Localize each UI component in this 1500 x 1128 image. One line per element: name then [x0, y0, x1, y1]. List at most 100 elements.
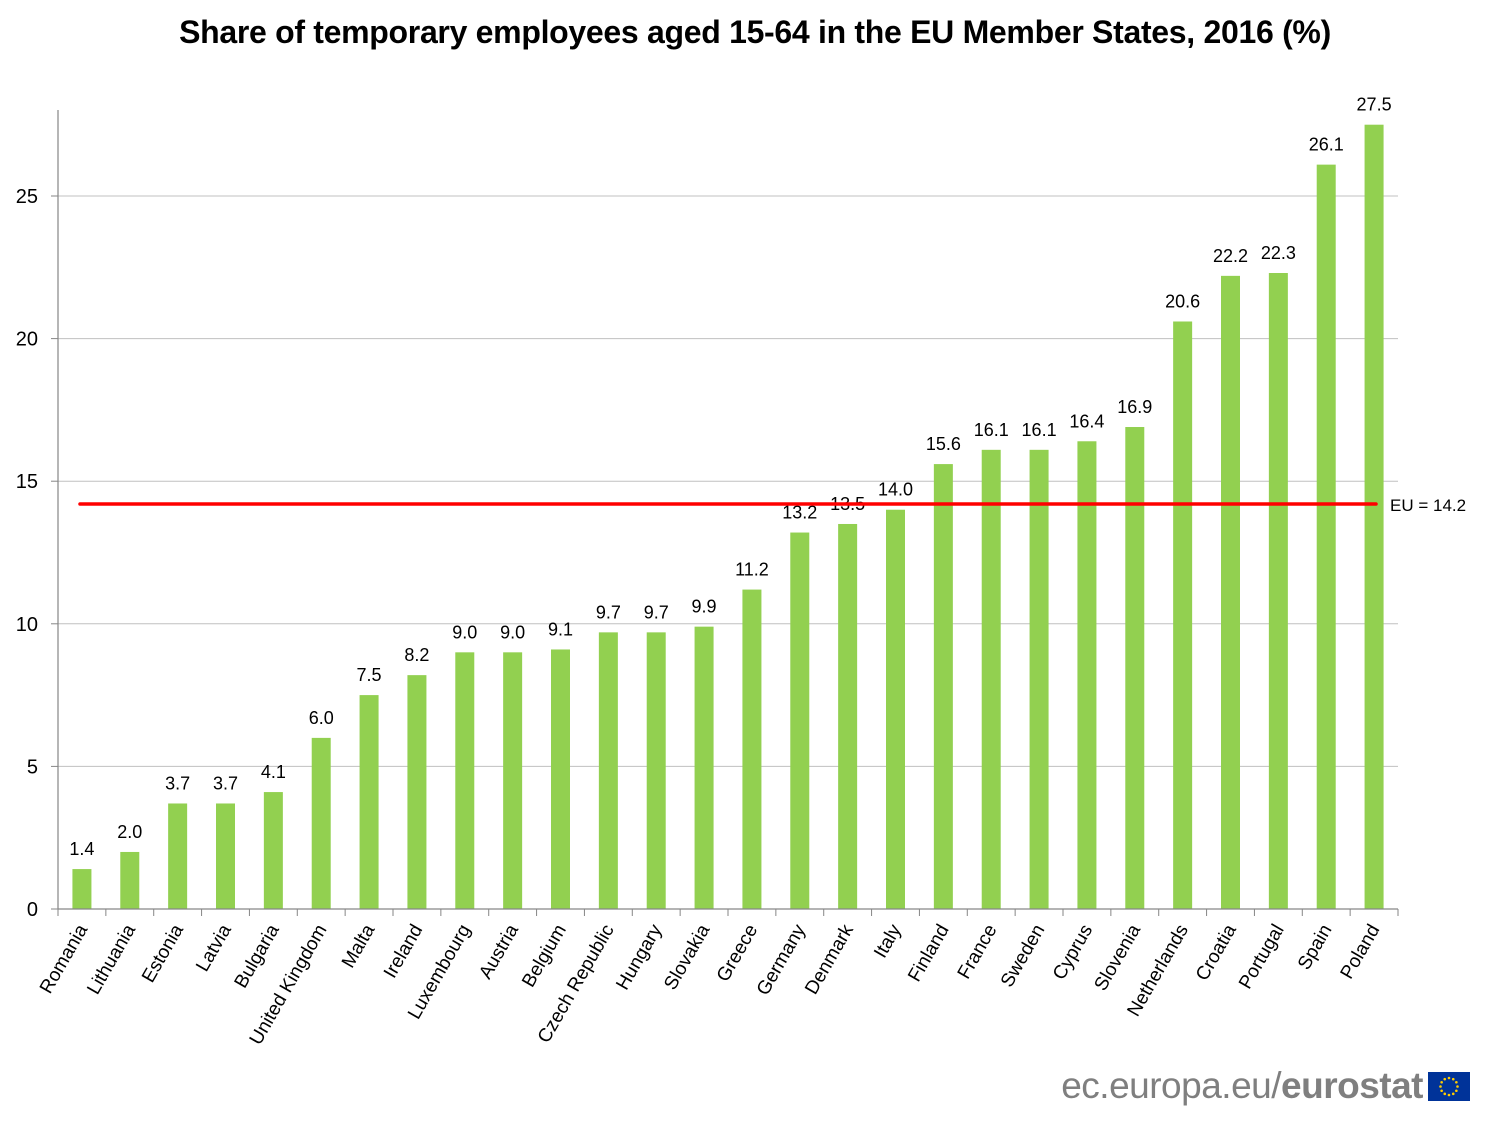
- category-label: Austria: [475, 921, 523, 983]
- category-label: Poland: [1337, 921, 1385, 983]
- category-label: Denmark: [801, 921, 858, 999]
- data-label: 1.4: [69, 839, 94, 859]
- bar-united-kingdom: [311, 737, 331, 909]
- category-label: Sweden: [997, 921, 1050, 991]
- flag-star: [1440, 1088, 1443, 1092]
- bar-germany: [790, 532, 810, 909]
- source-prefix: ec.europa.eu/: [1061, 1065, 1282, 1106]
- bar-cyprus: [1077, 441, 1097, 909]
- data-label: 11.2: [735, 560, 769, 580]
- flag-star: [1440, 1080, 1443, 1084]
- flag-star: [1447, 1076, 1451, 1079]
- data-label: 13.2: [782, 503, 817, 523]
- bar-estonia: [168, 803, 188, 909]
- category-label: Slovenia: [1090, 921, 1145, 995]
- flag-star: [1456, 1084, 1459, 1088]
- category-label: Slovakia: [660, 921, 714, 994]
- category-label: Greece: [713, 921, 762, 985]
- data-label: 9.9: [692, 597, 717, 617]
- y-tick-label: 20: [16, 329, 38, 351]
- bar-italy: [886, 509, 905, 909]
- flag-star: [1455, 1080, 1458, 1084]
- data-label: 16.9: [1117, 397, 1152, 417]
- source-text: ec.europa.eu/eurostat: [1061, 1065, 1423, 1107]
- category-label: Portugal: [1235, 921, 1289, 993]
- eu-average-label: EU = 14.2: [1390, 496, 1466, 515]
- eu-flag-background: [1428, 1071, 1470, 1101]
- data-label: 15.6: [926, 434, 961, 454]
- data-label: 16.4: [1069, 411, 1104, 431]
- flag-star: [1443, 1092, 1447, 1095]
- y-tick-label: 0: [27, 899, 38, 921]
- bar-portugal: [1268, 273, 1288, 909]
- data-label: 9.0: [500, 622, 525, 642]
- data-label: 16.1: [974, 420, 1009, 440]
- data-label: 7.5: [357, 665, 382, 685]
- category-label: Bulgaria: [231, 921, 284, 992]
- data-label: 8.2: [404, 645, 429, 665]
- category-label: Cyprus: [1049, 921, 1097, 984]
- flag-star: [1447, 1093, 1451, 1096]
- bar-finland: [933, 464, 953, 909]
- bar-romania: [72, 869, 92, 909]
- bar-ireland: [407, 675, 427, 909]
- category-label: Lithuania: [83, 921, 140, 999]
- eu-flag-stars: [1439, 1076, 1459, 1096]
- data-label: 3.7: [213, 773, 238, 793]
- data-label: 20.6: [1165, 291, 1200, 311]
- bar-czech-republic: [598, 632, 618, 909]
- category-label: Ireland: [380, 921, 427, 982]
- data-label: 26.1: [1309, 135, 1344, 155]
- bar-bulgaria: [263, 792, 283, 909]
- bar-denmark: [838, 523, 858, 909]
- bar-poland: [1364, 124, 1384, 909]
- flag-star: [1451, 1077, 1455, 1080]
- bar-malta: [359, 695, 379, 909]
- category-label: Malta: [338, 921, 380, 972]
- eu-flag-icon: [1428, 1071, 1470, 1101]
- data-label: 27.5: [1357, 95, 1392, 115]
- category-label: Belgium: [518, 921, 571, 991]
- data-label: 9.0: [452, 622, 477, 642]
- eu-reference: EU = 14.2: [78, 496, 1466, 515]
- source-brand: eurostat: [1281, 1065, 1423, 1106]
- bar-spain: [1316, 164, 1336, 910]
- y-tick-label: 25: [16, 186, 38, 208]
- category-label: Estonia: [138, 921, 188, 987]
- category-label: Hungary: [612, 921, 666, 994]
- bar-netherlands: [1173, 321, 1193, 909]
- category-label: Italy: [870, 921, 906, 962]
- bar-sweden: [1029, 449, 1049, 909]
- bar-france: [981, 449, 1001, 909]
- bar-slovenia: [1125, 427, 1145, 909]
- flag-star: [1443, 1077, 1447, 1080]
- category-label: Latvia: [192, 921, 236, 976]
- eurostat-footer: ec.europa.eu/eurostat: [1061, 1065, 1470, 1107]
- y-tick-label: 15: [16, 471, 38, 493]
- data-label: 2.0: [117, 822, 142, 842]
- gridlines: [58, 195, 1398, 767]
- data-labels: 1.4 2.0 3.7 3.7 4.1 6.0 7.5 8.2 9.0 9.0 9.1 9.7 9.7 9…: [69, 95, 1391, 859]
- category-label: Spain: [1294, 921, 1336, 974]
- data-label: 9.1: [548, 619, 573, 639]
- flag-star: [1455, 1088, 1458, 1092]
- chart-title: Share of temporary employees aged 15-64 …: [179, 14, 1331, 50]
- data-label: 22.3: [1261, 243, 1296, 263]
- bar-belgium: [551, 649, 570, 909]
- bars: [72, 124, 1384, 910]
- category-label: Croatia: [1192, 921, 1241, 985]
- flag-star: [1439, 1084, 1442, 1088]
- y-tick-label: 5: [27, 756, 38, 778]
- bar-greece: [742, 589, 762, 909]
- bar-latvia: [216, 803, 235, 909]
- data-label: 9.7: [644, 602, 669, 622]
- bar-lithuania: [120, 851, 140, 909]
- data-label: 3.7: [165, 773, 190, 793]
- data-label: 9.7: [596, 602, 621, 622]
- axes: 0 5 10 15 20 25: [16, 110, 1399, 921]
- data-label: 6.0: [309, 708, 334, 728]
- data-label: 16.1: [1022, 420, 1057, 440]
- data-label: 4.1: [261, 762, 286, 782]
